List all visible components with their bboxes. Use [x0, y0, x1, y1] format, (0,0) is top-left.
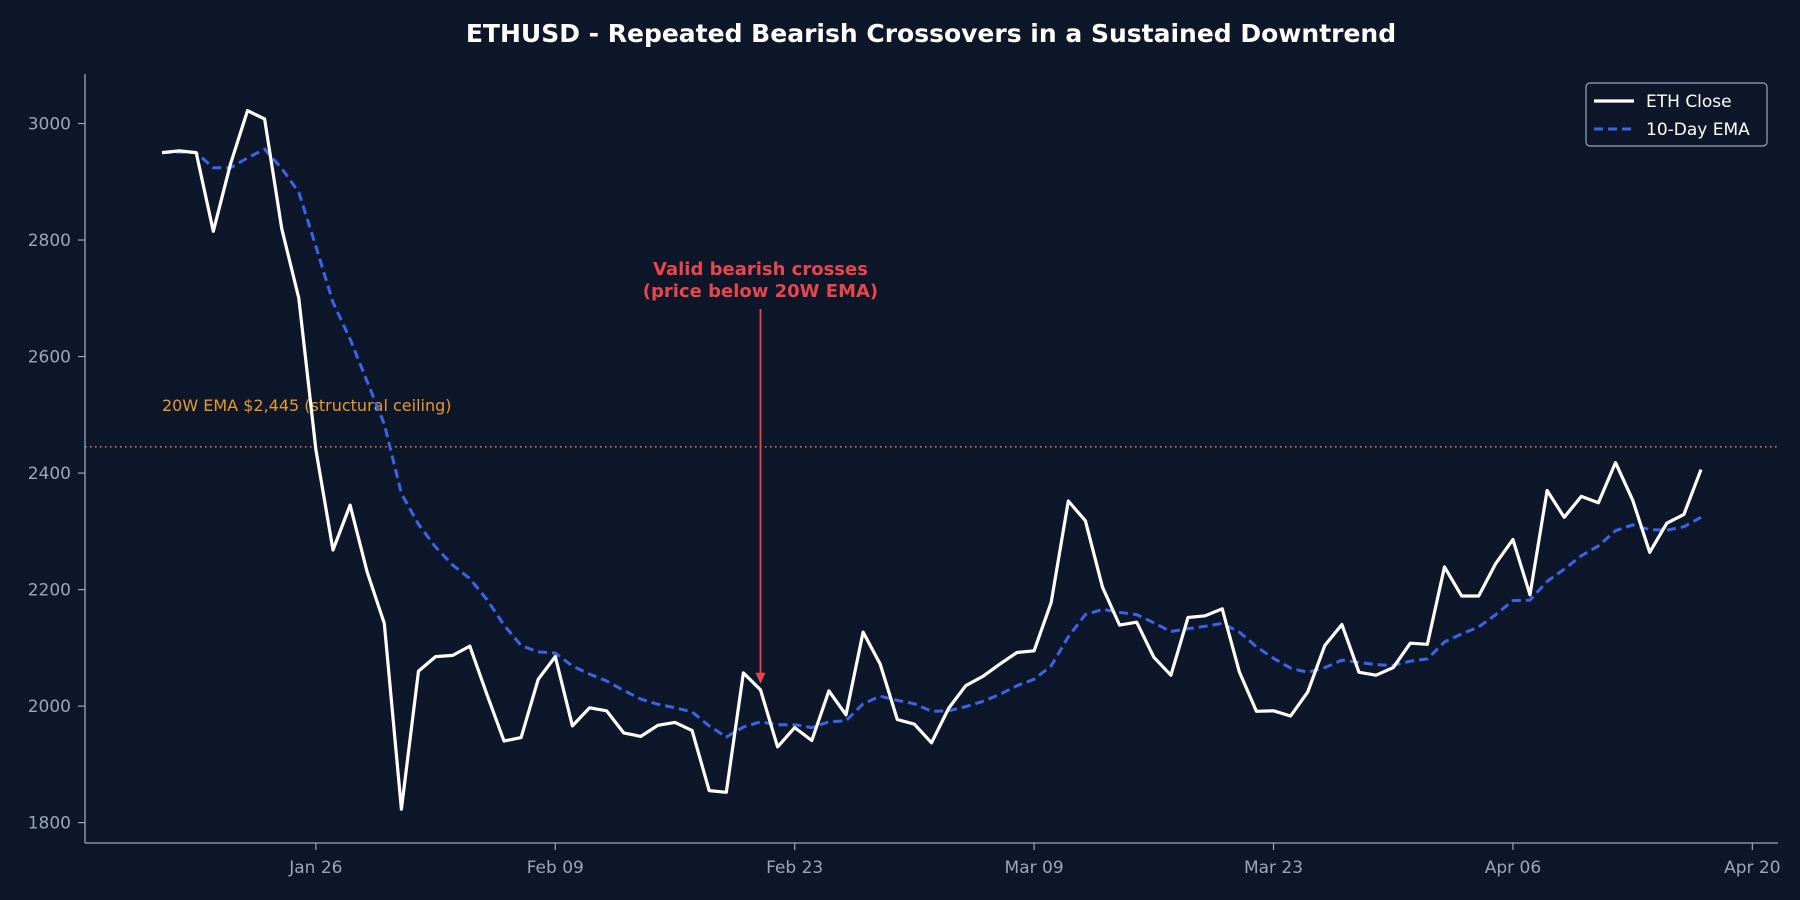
ema-20w-reference-label: 20W EMA $2,445 (structural ceiling): [162, 396, 452, 415]
y-ticks: 1800 2000 2200 2400 2600 2800 3000: [28, 115, 85, 834]
y-tick-label: 2000: [28, 697, 71, 717]
y-tick-label: 2200: [28, 581, 71, 601]
annotation-line-2: (price below 20W EMA): [643, 281, 878, 302]
annotation-arrow-head: [755, 672, 766, 684]
legend-ema-label: 10-Day EMA: [1646, 120, 1750, 140]
x-ticks: Jan 26 Feb 09 Feb 23 Mar 09 Mar 23 Apr 06 Apr …: [288, 843, 1781, 878]
y-tick-label: 3000: [28, 115, 71, 135]
chart-title: ETHUSD - Repeated Bearish Crossovers in …: [466, 19, 1396, 48]
series-group: [161, 109, 1703, 811]
x-tick-label: Mar 09: [1005, 858, 1064, 878]
annotation-line-1: Valid bearish crosses: [653, 259, 868, 280]
eth-close-line: [161, 109, 1703, 811]
y-tick-label: 2400: [28, 464, 71, 484]
y-tick-label: 2600: [28, 348, 71, 368]
y-tick-label: 2800: [28, 231, 71, 251]
y-tick-label: 1800: [28, 814, 71, 834]
x-tick-label: Apr 06: [1485, 858, 1541, 878]
x-tick-label: Feb 09: [527, 858, 584, 878]
x-tick-label: Mar 23: [1244, 858, 1303, 878]
legend-close-label: ETH Close: [1646, 92, 1732, 112]
legend: ETH Close 10-Day EMA: [1585, 82, 1768, 147]
x-tick-label: Jan 26: [288, 858, 342, 878]
x-tick-label: Feb 23: [766, 858, 823, 878]
ema-10-day-line: [161, 147, 1702, 739]
x-tick-label: Apr 20: [1724, 858, 1780, 878]
axes-group: 1800 2000 2200 2400 2600 2800 3000 Jan 26 Feb 0…: [28, 74, 1781, 878]
legend-box: [1585, 82, 1768, 147]
annotation-group: Valid bearish crosses (price below 20W E…: [643, 259, 878, 684]
